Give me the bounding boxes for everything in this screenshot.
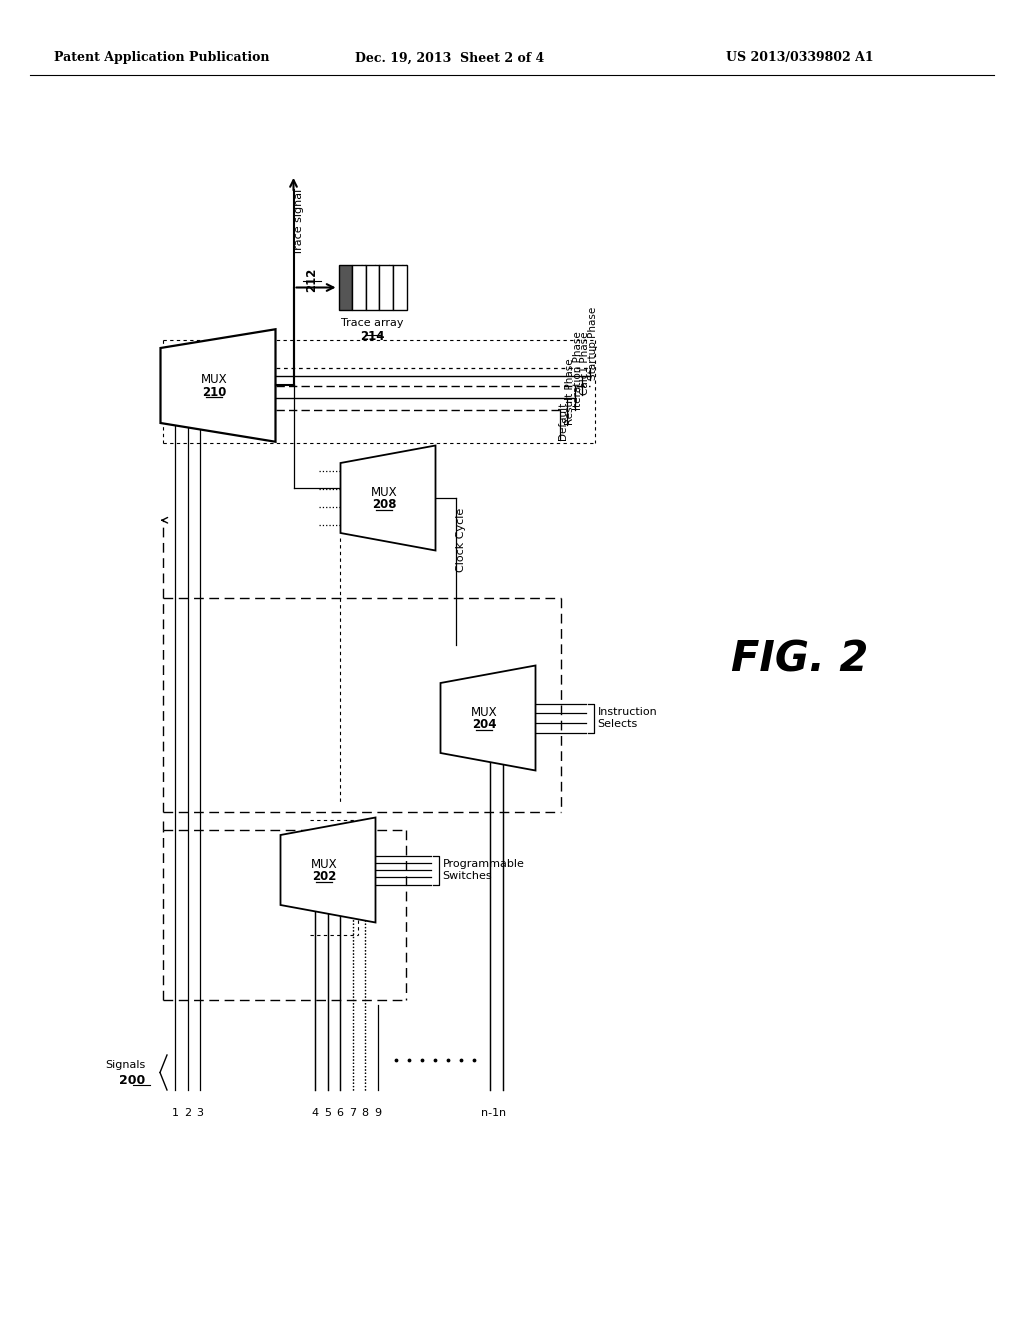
Text: Programmable
Switches: Programmable Switches [442, 859, 524, 880]
Text: 208: 208 [372, 499, 396, 511]
Text: FIG. 2: FIG. 2 [731, 639, 868, 681]
Text: 212: 212 [305, 268, 318, 292]
Text: MUX: MUX [471, 705, 498, 718]
Text: Patent Application Publication: Patent Application Publication [54, 51, 269, 65]
Text: Startup Phase: Startup Phase [588, 306, 598, 380]
Text: 214: 214 [360, 330, 385, 343]
Text: 210: 210 [202, 385, 226, 399]
Text: 8: 8 [361, 1107, 369, 1118]
Text: n-1: n-1 [481, 1107, 499, 1118]
Text: Instruction
Selects: Instruction Selects [597, 708, 657, 729]
Text: MUX: MUX [371, 486, 397, 499]
Text: n: n [500, 1107, 507, 1118]
Text: 7: 7 [349, 1107, 356, 1118]
Text: 6: 6 [337, 1107, 343, 1118]
Text: Iteration Phase: Iteration Phase [573, 331, 583, 411]
Text: Signals: Signals [104, 1060, 145, 1069]
Bar [393, 265, 407, 310]
Text: Clock Cycle: Clock Cycle [456, 507, 466, 572]
Text: 4: 4 [311, 1107, 318, 1118]
Text: 5: 5 [325, 1107, 332, 1118]
Polygon shape [440, 665, 536, 771]
Text: 9: 9 [375, 1107, 382, 1118]
Text: 204: 204 [472, 718, 497, 731]
Text: Calc1 Phase: Calc1 Phase [580, 331, 590, 395]
Text: Trace signal: Trace signal [295, 189, 304, 255]
Text: 200: 200 [119, 1074, 145, 1086]
Bar [352, 265, 366, 310]
Text: MUX: MUX [310, 858, 337, 870]
Text: Result Phase: Result Phase [565, 358, 575, 425]
Text: MUX: MUX [201, 374, 227, 385]
Text: Trace array: Trace array [341, 318, 403, 327]
Bar [339, 265, 352, 310]
Text: US 2013/0339802 A1: US 2013/0339802 A1 [726, 51, 873, 65]
Bar [379, 265, 393, 310]
Text: Dec. 19, 2013  Sheet 2 of 4: Dec. 19, 2013 Sheet 2 of 4 [355, 51, 545, 65]
Polygon shape [341, 446, 435, 550]
Text: 2: 2 [184, 1107, 191, 1118]
Polygon shape [281, 817, 376, 923]
Polygon shape [161, 329, 275, 442]
Bar [366, 265, 379, 310]
Text: 3: 3 [197, 1107, 204, 1118]
Text: 202: 202 [312, 870, 336, 883]
Text: Default: Default [558, 401, 568, 440]
Text: 1: 1 [171, 1107, 178, 1118]
